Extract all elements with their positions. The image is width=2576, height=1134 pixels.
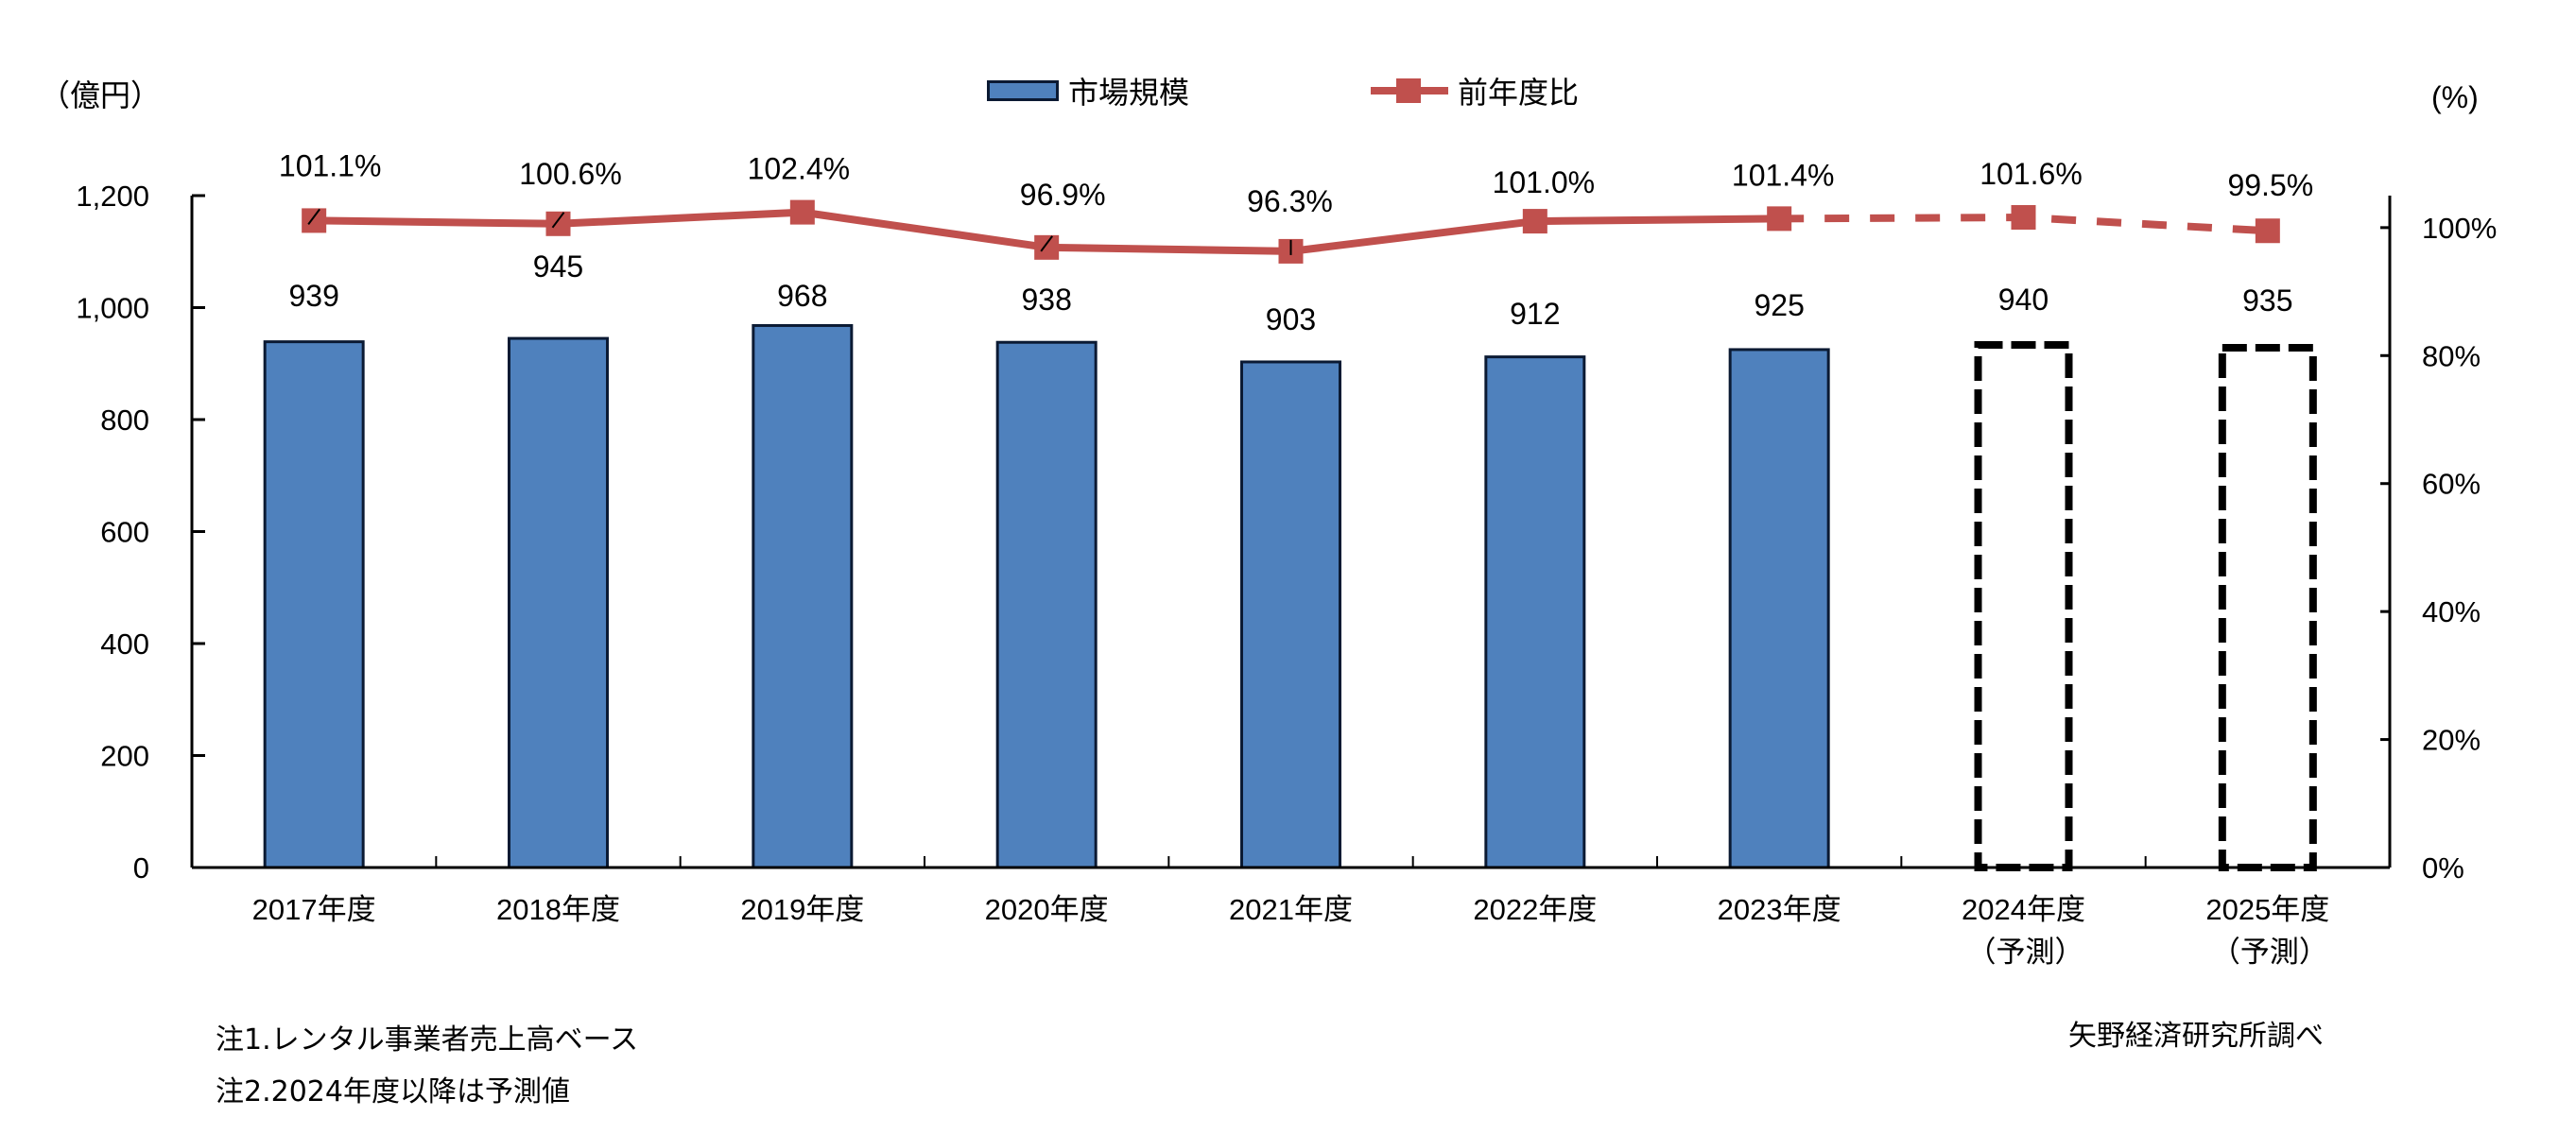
line-value-label: 96.3% xyxy=(1247,184,1333,218)
left-axis-tick-label: 200 xyxy=(100,740,149,773)
bar-value-label: 940 xyxy=(1998,283,2049,317)
bar xyxy=(508,336,609,869)
x-axis-forecast-sublabel: （予測） xyxy=(1967,936,2084,969)
bar-value-label: 968 xyxy=(777,279,827,313)
bar-value-label: 938 xyxy=(1021,283,1071,317)
left-axis-tick-label: 1,200 xyxy=(76,180,149,213)
left-axis: 0 200 400 600 800 1,000 1,200 xyxy=(76,180,205,885)
note-2: 注2.2024年度以降は予測値 xyxy=(216,1075,570,1108)
source-credit: 矢野経済研究所調べ xyxy=(2068,1020,2324,1053)
line-value-label: 102.4% xyxy=(748,152,851,186)
bar xyxy=(1240,360,1341,869)
label-leader-line xyxy=(307,208,320,226)
right-axis-tick-label: 40% xyxy=(2422,595,2481,628)
line-value-label: 100.6% xyxy=(519,157,622,191)
bar-series-market-size xyxy=(263,323,2317,871)
left-axis-tick-label: 0 xyxy=(133,851,149,885)
legend-bar: 市場規模 xyxy=(987,74,1189,111)
line-value-label: 99.5% xyxy=(2227,168,2313,202)
bar-value-label: 903 xyxy=(1266,302,1316,336)
label-leader-line xyxy=(1040,235,1053,252)
line-value-label: 101.6% xyxy=(1980,157,2083,191)
right-axis: 0% 20% 40% 60% 80% 100% xyxy=(2380,196,2497,885)
x-axis-category-label: 2022年度 xyxy=(1473,893,1597,926)
line-value-label: 101.4% xyxy=(1732,158,1835,192)
bar xyxy=(263,340,365,869)
square-marker-icon xyxy=(2255,218,2280,244)
bar-value-label: 939 xyxy=(288,279,338,313)
square-marker-icon xyxy=(1396,78,1421,103)
x-axis-category-label: 2025年度 xyxy=(2205,893,2329,926)
x-axis-forecast-sublabel: （予測） xyxy=(2211,936,2328,969)
right-axis-tick-label: 0% xyxy=(2422,851,2464,885)
line-value-label: 101.0% xyxy=(1493,165,1596,199)
legend-bar-swatch xyxy=(987,80,1059,101)
left-axis-tick-label: 1,000 xyxy=(76,292,149,325)
square-marker-icon xyxy=(1522,209,1547,234)
x-axis-category-label: 2018年度 xyxy=(496,893,620,926)
right-axis-tick-label: 100% xyxy=(2422,212,2497,245)
right-axis-tick-label: 20% xyxy=(2422,724,2481,757)
square-marker-icon xyxy=(2011,205,2036,231)
note-1: 注1.レンタル事業者売上高ベース xyxy=(216,1023,639,1057)
bar xyxy=(995,340,1098,869)
line-value-label: 101.1% xyxy=(279,148,382,182)
legend-line-swatch xyxy=(1371,74,1448,108)
left-axis-tick-label: 400 xyxy=(100,627,149,661)
square-marker-icon xyxy=(1767,206,1792,232)
bar-forecast xyxy=(1974,341,2073,871)
label-leader-line xyxy=(551,212,565,229)
bar-value-label: 945 xyxy=(533,249,583,284)
x-axis-category-label: 2017年度 xyxy=(252,893,376,926)
legend-bar-label: 市場規模 xyxy=(1068,75,1190,111)
legend-line-label: 前年度比 xyxy=(1458,75,1580,111)
square-marker-icon xyxy=(545,211,571,236)
square-marker-icon xyxy=(1034,234,1060,260)
left-axis-unit: （億円） xyxy=(40,78,161,112)
bar xyxy=(1728,348,1830,869)
x-axis: 2017年度 2018年度 2019年度 2020年度 2021年度 2022年度 2023… xyxy=(192,856,2390,969)
x-axis-category-label: 2024年度 xyxy=(1962,893,2085,926)
bar xyxy=(752,323,854,869)
bar-forecast xyxy=(2218,344,2317,871)
right-axis-tick-label: 60% xyxy=(2422,468,2481,501)
x-axis-category-label: 2021年度 xyxy=(1229,893,1353,926)
line-value-label: 96.9% xyxy=(1020,178,1106,212)
square-marker-icon xyxy=(302,208,327,233)
square-marker-icon xyxy=(789,199,815,225)
x-axis-category-label: 2019年度 xyxy=(740,893,864,926)
bar-value-label: 925 xyxy=(1754,288,1804,322)
legend-line: 前年度比 xyxy=(1371,74,1579,111)
bar-value-label: 912 xyxy=(1510,297,1560,331)
right-axis-tick-label: 80% xyxy=(2422,339,2481,372)
right-axis-unit: (%) xyxy=(2431,80,2479,114)
left-axis-tick-label: 800 xyxy=(100,404,149,437)
x-axis-category-label: 2023年度 xyxy=(1718,893,1841,926)
bar xyxy=(1484,355,1586,869)
left-axis-tick-label: 600 xyxy=(100,516,149,549)
x-axis-category-label: 2020年度 xyxy=(985,893,1109,926)
data-labels: 939 945 968 938 903 912 925 940 935 101.1% 100.6% 1… xyxy=(279,148,2313,336)
bar-value-label: 935 xyxy=(2242,284,2292,318)
